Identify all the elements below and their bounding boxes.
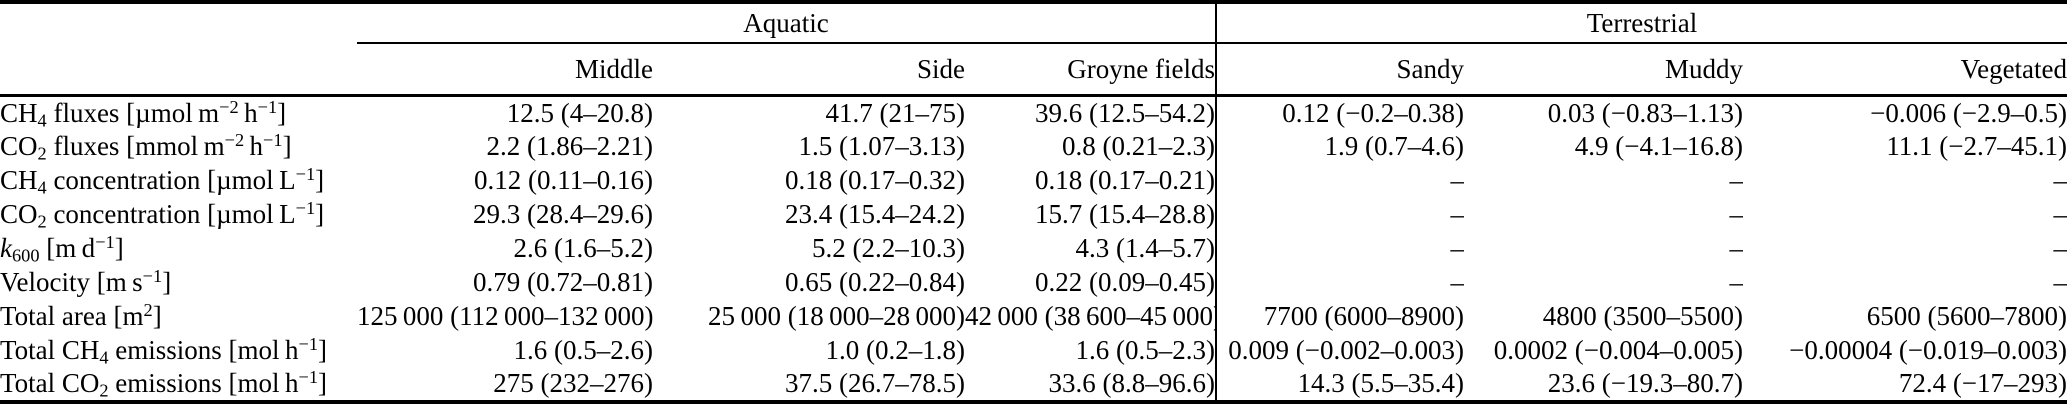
data-cell: – <box>1450 199 1465 229</box>
table-row-ch4-fluxes: CH4 fluxes [µmol m−2 h−1] 12.5 (4–20.8) … <box>0 95 2067 130</box>
data-cell: 1.0 (0.2–1.8) <box>825 335 965 365</box>
data-cell: 4.9 (−4.1–16.8) <box>1574 131 1743 161</box>
data-cell: −0.00004 (−0.019–0.003) <box>1789 335 2067 365</box>
data-cell: 42 000 (38 600–45 000) <box>965 299 1217 334</box>
group-header-aquatic: Aquatic <box>357 0 1217 44</box>
data-cell: 72.4 (−17–293) <box>1743 367 2067 404</box>
data-cell: – <box>1450 165 1465 195</box>
data-cell: 29.3 (28.4–29.6) <box>473 199 653 229</box>
corner-cell <box>0 0 357 43</box>
table-row-ch4-concentration: CH4 concentration [µmol L−1] 0.12 (0.11–… <box>0 163 2067 198</box>
data-cell: 12.5 (4–20.8) <box>506 97 653 128</box>
col-header-sandy: Sandy <box>1216 43 1464 97</box>
row-label: Total CH4 emissions [mol h−1] <box>0 333 328 368</box>
table-row-total-area: Total area [m2] 125 000 (112 000–132 000… <box>0 299 2067 334</box>
row-label: k600 [m d−1] <box>0 231 124 266</box>
data-cell: 0.0002 (−0.004–0.005) <box>1493 335 1743 365</box>
data-cell: 25 000 (18 000–28 000) <box>708 301 965 331</box>
data-cell: 1.6 (0.5–2.6) <box>513 335 653 365</box>
data-cell: – <box>1450 233 1465 263</box>
col-header-groyne-fields: Groyne fields <box>965 43 1217 97</box>
data-cell: 1.9 (0.7–4.6) <box>1324 131 1464 161</box>
data-cell: 6500 (5600–7800) <box>1866 301 2067 331</box>
table-row-co2-fluxes: CO2 fluxes [mmol m−2 h−1] 2.2 (1.86–2.21… <box>0 129 2067 164</box>
data-cell: 0.009 (−0.002–0.003) <box>1228 335 1464 365</box>
data-cell: – <box>1729 165 1744 195</box>
row-label: Total area [m2] <box>0 299 162 331</box>
data-cell: 2.6 (1.6–5.2) <box>513 233 653 263</box>
data-cell: – <box>1729 233 1744 263</box>
data-cell: 1.5 (1.07–3.13) <box>798 131 965 161</box>
data-cell: 7700 (6000–8900) <box>1263 301 1464 331</box>
emissions-table: Aquatic Terrestrial Middle Side Groyne f… <box>0 0 2067 404</box>
data-cell: – <box>1729 199 1744 229</box>
column-header-row: Middle Side Groyne fields Sandy Muddy Ve… <box>0 43 2067 97</box>
data-cell: 0.12 (−0.2–0.38) <box>1282 97 1464 128</box>
data-cell: 11.1 (−2.7–45.1) <box>1886 131 2067 161</box>
data-cell: 4800 (3500–5500) <box>1542 301 1743 331</box>
data-cell: 0.12 (0.11–0.16) <box>474 165 653 195</box>
data-cell: 2.2 (1.86–2.21) <box>486 131 653 161</box>
group-header-row: Aquatic Terrestrial <box>0 0 2067 44</box>
data-cell: – <box>1450 267 1465 297</box>
data-cell: 4.3 (1.4–5.7) <box>965 231 1217 266</box>
data-cell: 5.2 (2.2–10.3) <box>812 233 965 263</box>
data-cell: 0.03 (−0.83–1.13) <box>1547 97 1743 128</box>
table-row-velocity: Velocity [m s−1] 0.79 (0.72–0.81) 0.65 (… <box>0 265 2067 300</box>
data-cell: 14.3 (5.5–35.4) <box>1216 367 1464 404</box>
data-cell: 275 (232–276) <box>357 367 653 404</box>
data-cell: 15.7 (15.4–28.8) <box>965 197 1217 232</box>
row-label: Velocity [m s−1] <box>0 265 172 297</box>
group-header-terrestrial: Terrestrial <box>1216 0 2067 44</box>
data-cell: 1.6 (0.5–2.3) <box>965 333 1217 368</box>
data-cell: 39.6 (12.5–54.2) <box>965 95 1217 130</box>
data-cell: 0.8 (0.21–2.3) <box>965 129 1217 164</box>
row-label: Total CO2 emissions [mol h−1] <box>0 367 357 404</box>
data-cell: 125 000 (112 000–132 000) <box>357 301 653 331</box>
data-cell: 33.6 (8.8–96.6) <box>965 367 1217 404</box>
row-label: CH4 fluxes [µmol m−2 h−1] <box>0 96 287 130</box>
data-cell: 37.5 (26.7–78.5) <box>653 367 965 404</box>
row-label: CH4 concentration [µmol L−1] <box>0 163 325 198</box>
table-row-k600: k600 [m d−1] 2.6 (1.6–5.2) 5.2 (2.2–10.3… <box>0 231 2067 266</box>
col-header-muddy: Muddy <box>1464 43 1743 97</box>
data-cell: – <box>2053 199 2067 229</box>
col-header-side: Side <box>653 43 965 97</box>
data-cell: 0.18 (0.17–0.32) <box>785 165 965 195</box>
data-cell: – <box>2053 233 2067 263</box>
data-cell: – <box>1729 267 1744 297</box>
table-row-co2-concentration: CO2 concentration [µmol L−1] 29.3 (28.4–… <box>0 197 2067 232</box>
col-header-vegetated: Vegetated <box>1743 43 2067 97</box>
row-label: CO2 fluxes [mmol m−2 h−1] <box>0 129 292 164</box>
data-cell: 0.79 (0.72–0.81) <box>473 267 653 297</box>
table-row-total-ch4-emissions: Total CH4 emissions [mol h−1] 1.6 (0.5–2… <box>0 333 2067 368</box>
col-header-middle: Middle <box>357 43 653 97</box>
data-cell: – <box>2053 267 2067 297</box>
data-cell: 41.7 (21–75) <box>825 97 965 128</box>
corner-cell <box>0 43 357 97</box>
data-cell: 23.6 (−19.3–80.7) <box>1464 367 1743 404</box>
table-row-total-co2-emissions: Total CO2 emissions [mol h−1] 275 (232–2… <box>0 367 2067 404</box>
data-cell: 0.22 (0.09–0.45) <box>965 265 1217 300</box>
data-cell: −0.006 (−2.9–0.5) <box>1870 97 2067 128</box>
row-label: CO2 concentration [µmol L−1] <box>0 197 325 232</box>
data-cell: 23.4 (15.4–24.2) <box>785 199 965 229</box>
data-cell: 0.65 (0.22–0.84) <box>785 267 965 297</box>
data-cell: 0.18 (0.17–0.21) <box>965 163 1217 198</box>
data-cell: – <box>2053 165 2067 195</box>
